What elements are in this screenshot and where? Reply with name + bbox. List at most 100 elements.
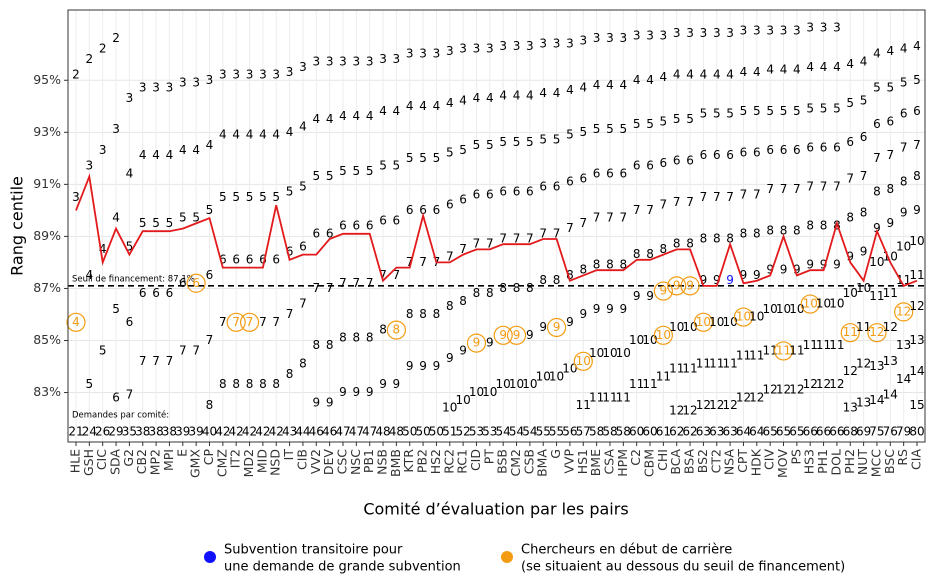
rank-label: 4 <box>232 127 240 141</box>
rank-label: 5 <box>860 94 868 108</box>
rank-label: 4 <box>192 143 200 157</box>
rank-label: 9 <box>820 258 828 272</box>
x-tick-label: PB1 <box>361 449 376 473</box>
rank-label: 5 <box>379 159 387 173</box>
grid <box>68 10 925 442</box>
x-tick-label: HPM <box>615 449 630 477</box>
rank-label: 3 <box>286 65 294 79</box>
rank-label: 7 <box>379 268 387 282</box>
rank-label: 4 <box>553 86 561 100</box>
count-label: 63 <box>722 425 737 439</box>
rank-label: 6 <box>232 252 240 266</box>
rank-label: 5 <box>673 112 681 126</box>
rank-label: 3 <box>379 52 387 66</box>
rank-label: 6 <box>900 107 908 121</box>
count-label: 60 <box>629 425 644 439</box>
rank-label: 4 <box>660 70 668 84</box>
rank-label: 8 <box>606 258 614 272</box>
rank-label: 5 <box>766 104 774 118</box>
rank-label: 7 <box>873 151 881 165</box>
rank-label: 3 <box>259 68 267 82</box>
rank-label: 7 <box>246 315 254 329</box>
rank-label: 9 <box>713 273 721 287</box>
rank-label: 5 <box>219 190 227 204</box>
x-tick-label: BCA <box>668 449 683 475</box>
early-career-marker <box>840 323 860 343</box>
rank-label: 3 <box>499 39 507 53</box>
rank-label: 9 <box>486 336 494 350</box>
x-tick-label: CHI <box>655 449 670 471</box>
rank-label: 5 <box>326 169 334 183</box>
rank-label: 9 <box>526 328 534 342</box>
rank-label: 12 <box>722 398 737 412</box>
count-label: 76 <box>883 425 898 439</box>
rank-label: 9 <box>419 359 427 373</box>
rank-label: 5 <box>339 164 347 178</box>
rank-label: 6 <box>339 219 347 233</box>
rank-label: 4 <box>139 148 147 162</box>
x-tick-label: RS <box>895 449 910 466</box>
x-tick-label: MOV <box>775 449 790 478</box>
rank-label: 8 <box>339 330 347 344</box>
rank-label: 6 <box>820 140 828 154</box>
rank-label: 8 <box>232 377 240 391</box>
rank-label: 6 <box>539 179 547 193</box>
rank-label: 5 <box>633 117 641 131</box>
rank-label: 3 <box>326 55 334 69</box>
y-tick-label: 87% <box>33 280 61 295</box>
rank-label: 12 <box>816 377 831 391</box>
threshold-label: Seuil de financement: 87.1% <box>72 274 195 284</box>
x-tick-label: CB2 <box>134 449 149 474</box>
count-label: 58 <box>602 425 617 439</box>
rank-label: 11 <box>803 338 818 352</box>
rank-label: 8 <box>312 338 320 352</box>
rank-label: 7 <box>740 187 748 201</box>
x-tick-label: BMB <box>388 449 403 477</box>
rank-label: 5 <box>312 169 320 183</box>
x-tick-label: G <box>548 449 563 459</box>
rank-label: 7 <box>499 232 507 246</box>
count-label: 42 <box>269 425 284 439</box>
early-career-marker <box>773 341 794 361</box>
rank-label: 6 <box>152 286 160 300</box>
rank-label: 10 <box>589 346 604 360</box>
rank-label: 10 <box>869 255 884 269</box>
x-tick-label: MD2 <box>241 449 256 477</box>
rank-label: 5 <box>126 239 134 253</box>
rank-label: 8 <box>873 185 881 199</box>
rank-label: 12 <box>856 356 871 370</box>
rank-label: 2 <box>112 31 120 45</box>
rank-label: 6 <box>286 245 294 259</box>
rank-label: 10 <box>789 302 804 316</box>
cutoff-line <box>75 173 918 288</box>
rank-label: 10 <box>656 328 671 342</box>
rank-label: 3 <box>753 23 761 37</box>
rank-label: 5 <box>246 190 254 204</box>
early-career-marker <box>466 333 487 353</box>
rank-label: 9 <box>726 273 734 287</box>
rank-label: 7 <box>192 343 200 357</box>
early-career-marker <box>506 325 527 345</box>
rank-label: 12 <box>682 403 697 417</box>
rank-label: 9 <box>366 385 374 399</box>
rank-label: 8 <box>886 182 894 196</box>
rank-label: 9 <box>606 302 614 316</box>
rank-label: 11 <box>656 369 671 383</box>
rank-label: 3 <box>406 47 414 61</box>
rank-label: 4 <box>433 99 441 113</box>
rank-label: 10 <box>616 346 631 360</box>
rank-label: 4 <box>793 62 801 76</box>
rank-label: 7 <box>286 307 294 321</box>
rank-label: 4 <box>379 104 387 118</box>
rank-label: 9 <box>513 328 521 342</box>
rank-label: 3 <box>393 52 401 66</box>
rank-label: 12 <box>789 382 804 396</box>
rank-label: 8 <box>766 224 774 238</box>
rank-label: 12 <box>843 364 858 378</box>
rank-label: 5 <box>553 133 561 147</box>
early-career-marker <box>667 276 687 296</box>
early-career-marker <box>573 351 593 371</box>
rank-label: 3 <box>299 60 307 74</box>
count-label: 42 <box>255 425 270 439</box>
count-label: 39 <box>189 425 204 439</box>
